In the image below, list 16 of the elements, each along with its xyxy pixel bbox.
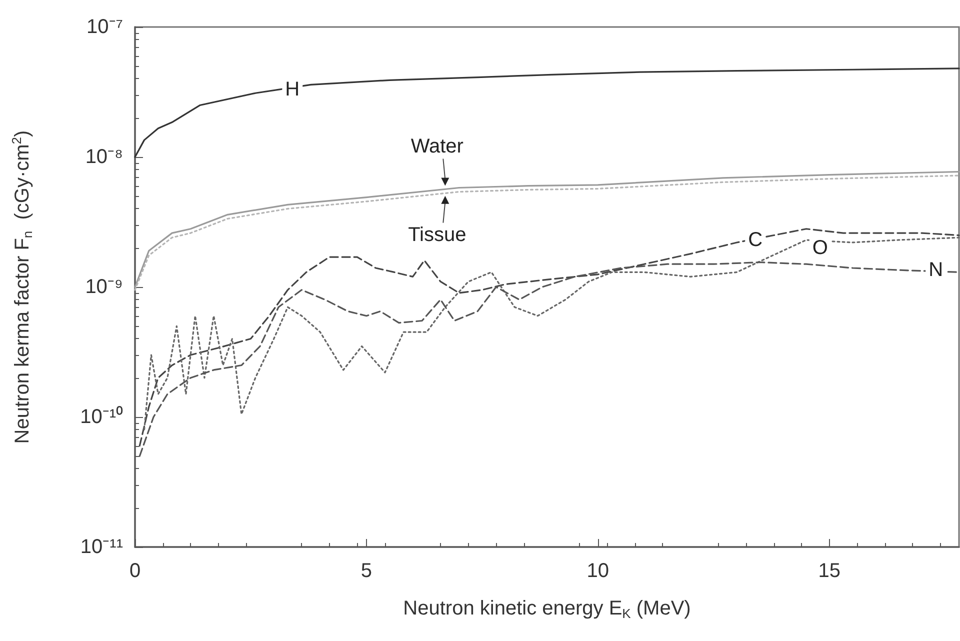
annotation: O <box>812 236 828 259</box>
annotation: Tissue <box>408 224 466 246</box>
annotation: H <box>285 78 300 101</box>
x-tick-label: 5 <box>360 560 372 582</box>
y-tick-label: 10⁻⁸ <box>85 146 123 168</box>
y-tick-label: 10⁻⁷ <box>86 16 123 38</box>
x-tick-label: 15 <box>818 560 841 582</box>
y-tick-label: 10⁻¹⁰ <box>80 405 123 428</box>
y-tick-label: 10⁻¹¹ <box>80 536 124 558</box>
y-axis-title: Neutron kerma factor Fn (cGy·cm2) <box>9 130 35 444</box>
annotation: N <box>928 259 944 282</box>
y-tick-label: 10⁻⁹ <box>85 276 123 298</box>
annotation: Water <box>410 136 464 158</box>
x-tick-label: 10 <box>586 560 610 582</box>
x-tick-label: 0 <box>129 560 141 582</box>
annotation: C <box>748 228 763 251</box>
